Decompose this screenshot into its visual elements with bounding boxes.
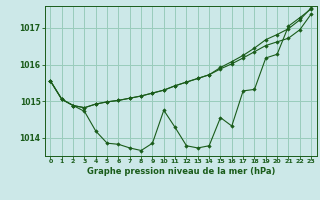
X-axis label: Graphe pression niveau de la mer (hPa): Graphe pression niveau de la mer (hPa) [87,167,275,176]
